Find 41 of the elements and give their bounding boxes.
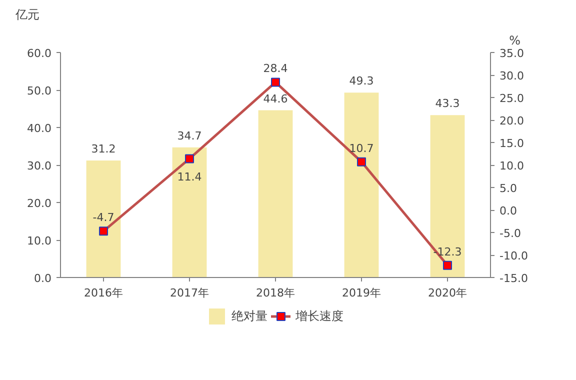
data-label: 31.2 (91, 142, 116, 156)
legend-label: 增长速度 (296, 308, 344, 324)
y-tick-label: 30.0 (27, 160, 52, 172)
x-tick-label: 2019年 (342, 286, 382, 300)
data-label: 34.7 (177, 129, 202, 142)
y-tick-label: 60.0 (27, 47, 52, 60)
bar (86, 160, 121, 278)
legend-label: 绝对量 (232, 308, 268, 324)
y-tick-label: 40.0 (27, 122, 52, 135)
y2-tick-label: -15.0 (500, 272, 528, 285)
y2-axis-title: % (509, 34, 521, 48)
y2-tick-label: -10.0 (500, 250, 528, 262)
bar (258, 110, 293, 278)
bar (430, 115, 465, 278)
y-tick-label: 50.0 (27, 84, 52, 98)
y2-tick-label: 15.0 (500, 137, 524, 150)
y2-tick-label: 30.0 (500, 70, 524, 82)
bar (172, 147, 207, 278)
data-label: 11.4 (177, 170, 202, 184)
y2-tick-label: 20.0 (500, 114, 524, 128)
y-tick-label: 20.0 (27, 197, 52, 210)
x-tick-label: 2020年 (428, 286, 468, 300)
x-tick-label: 2017年 (170, 286, 210, 300)
y2-tick-label: 35.0 (500, 47, 524, 60)
y-axis-title: 亿元 (14, 8, 40, 22)
data-label: 10.7 (349, 142, 374, 155)
y2-tick-label: 5.0 (500, 182, 517, 195)
y2-tick-label: 0.0 (500, 204, 517, 218)
data-label: 49.3 (349, 74, 374, 88)
data-label: 28.4 (263, 62, 288, 76)
bar (344, 92, 379, 278)
y2-tick-label: -5.0 (500, 227, 521, 240)
data-label: 44.6 (263, 92, 288, 106)
data-label: -4.7 (92, 211, 114, 224)
x-tick-label: 2018年 (256, 286, 296, 300)
y2-tick-label: 25.0 (500, 92, 524, 105)
y2-tick-label: 10.0 (500, 160, 524, 172)
data-label: 43.3 (435, 97, 460, 110)
y-tick-label: 10.0 (27, 234, 52, 248)
y-tick-label: 0.0 (34, 272, 52, 285)
x-tick-label: 2016年 (84, 286, 124, 300)
